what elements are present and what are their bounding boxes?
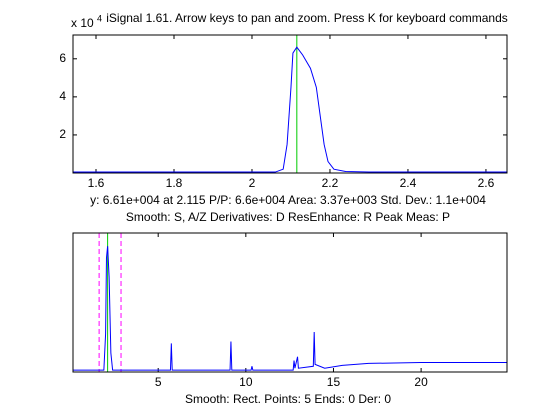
x-tick-label: 1.6 <box>88 176 105 190</box>
plot-area <box>73 233 507 372</box>
y-multiplier: x 10 <box>71 16 94 30</box>
y-multiplier-exponent: 4 <box>97 13 102 23</box>
y-tick-label: 4 <box>59 89 66 103</box>
signal-line <box>73 46 507 173</box>
x-tick-label: 20 <box>414 375 428 389</box>
signal-line <box>73 246 507 371</box>
x-tick-label: 2.2 <box>322 176 339 190</box>
x-tick-label: 5 <box>155 375 162 389</box>
axes-box <box>72 232 508 373</box>
x-tick-label: 2 <box>249 176 256 190</box>
x-tick-label: 2.4 <box>400 176 417 190</box>
status-text: y: 6.61e+004 at 2.115 P/P: 6.6e+004 Area… <box>90 193 486 207</box>
status-text: Smooth: Rect. Points: 5 Ends: 0 Der: 0 <box>185 392 391 406</box>
y-tick-label: 6 <box>59 51 66 65</box>
chart-title: iSignal 1.61. Arrow keys to pan and zoom… <box>106 11 508 25</box>
x-tick-label: 2.6 <box>478 176 495 190</box>
axes-box <box>72 34 508 174</box>
x-tick-label: 1.8 <box>166 176 183 190</box>
status-text: Smooth: S, A/Z Derivatives: D ResEnhance… <box>126 210 450 224</box>
x-tick-label: 10 <box>239 375 253 389</box>
y-tick-label: 2 <box>59 127 66 141</box>
x-tick-label: 15 <box>327 375 341 389</box>
